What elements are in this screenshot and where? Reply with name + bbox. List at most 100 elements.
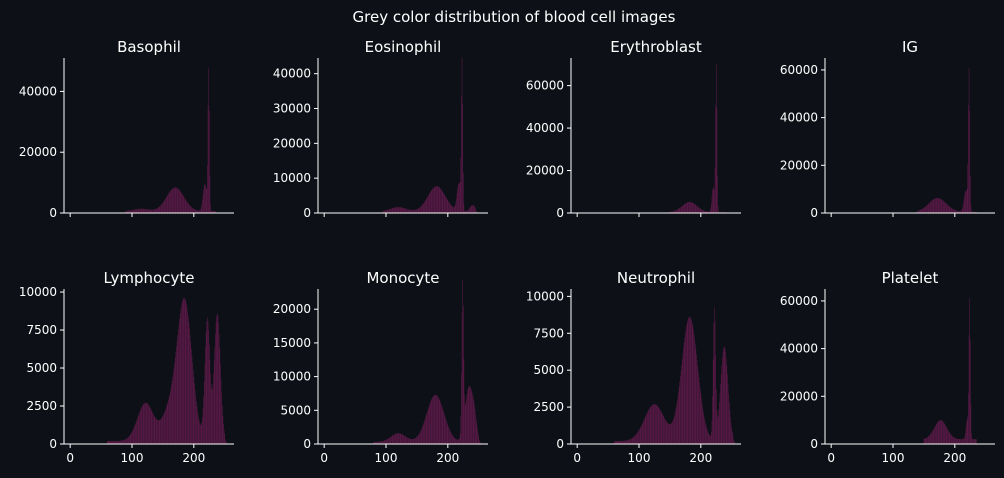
x-tick-label: 200 bbox=[943, 451, 966, 465]
bar bbox=[466, 210, 467, 213]
bar bbox=[691, 320, 692, 444]
bar bbox=[152, 209, 153, 213]
bar bbox=[670, 423, 671, 444]
bar bbox=[405, 436, 407, 444]
bar bbox=[437, 186, 439, 213]
bar bbox=[213, 360, 215, 444]
bar bbox=[440, 188, 441, 213]
bar bbox=[165, 197, 167, 213]
bar bbox=[669, 424, 670, 444]
bar bbox=[701, 209, 703, 213]
bar bbox=[471, 391, 473, 444]
bar bbox=[108, 440, 109, 444]
bar bbox=[676, 404, 677, 444]
bar bbox=[459, 433, 461, 444]
bar bbox=[665, 421, 667, 444]
bar bbox=[618, 441, 619, 444]
bar bbox=[401, 207, 403, 213]
bar bbox=[385, 210, 386, 213]
bar bbox=[207, 320, 209, 444]
bar bbox=[201, 422, 203, 444]
bar bbox=[435, 186, 437, 213]
bar bbox=[388, 209, 390, 213]
bar bbox=[690, 318, 692, 444]
bar bbox=[157, 208, 158, 213]
bar bbox=[919, 210, 920, 213]
bar bbox=[398, 207, 400, 213]
bar bbox=[118, 440, 120, 444]
bar bbox=[699, 207, 700, 213]
bar bbox=[205, 188, 207, 213]
bar bbox=[144, 208, 146, 213]
bar bbox=[727, 374, 728, 444]
bar bbox=[176, 187, 177, 213]
bar bbox=[949, 433, 951, 444]
bar bbox=[694, 343, 696, 444]
bar bbox=[184, 299, 186, 444]
bar bbox=[701, 398, 702, 444]
bar bbox=[950, 434, 952, 444]
bar bbox=[932, 429, 934, 444]
bar bbox=[170, 190, 172, 213]
bar bbox=[933, 199, 935, 213]
bar bbox=[391, 435, 393, 444]
bar bbox=[378, 441, 379, 444]
bar bbox=[471, 205, 473, 213]
bar bbox=[438, 397, 439, 444]
x-tick-label: 0 bbox=[827, 451, 835, 465]
bar bbox=[420, 429, 422, 444]
bar bbox=[422, 203, 424, 213]
bar bbox=[211, 389, 213, 444]
bar bbox=[940, 198, 941, 213]
bar bbox=[926, 437, 928, 444]
bar bbox=[155, 208, 157, 213]
bar bbox=[698, 371, 699, 444]
bar bbox=[137, 208, 139, 213]
bar bbox=[188, 204, 190, 213]
bar bbox=[661, 412, 663, 444]
bar bbox=[673, 416, 675, 444]
bar bbox=[714, 167, 716, 213]
bar bbox=[175, 352, 177, 444]
bar bbox=[404, 436, 406, 444]
bar bbox=[150, 209, 152, 213]
bar bbox=[115, 440, 116, 444]
bar bbox=[925, 206, 927, 213]
bar bbox=[170, 391, 171, 444]
bar bbox=[399, 433, 401, 444]
bar bbox=[150, 409, 152, 444]
bar bbox=[438, 186, 439, 213]
bar bbox=[944, 423, 945, 444]
bar bbox=[955, 438, 956, 444]
bar bbox=[145, 209, 147, 213]
bar bbox=[723, 347, 724, 444]
bar bbox=[186, 307, 188, 444]
bar bbox=[424, 421, 425, 444]
bar bbox=[958, 211, 960, 213]
bar bbox=[172, 376, 174, 444]
bar bbox=[930, 201, 931, 213]
bar bbox=[456, 192, 458, 213]
bar bbox=[963, 439, 964, 444]
bar bbox=[387, 209, 389, 213]
bar bbox=[653, 404, 655, 444]
bar bbox=[421, 428, 423, 444]
bar bbox=[695, 348, 697, 444]
bar bbox=[383, 210, 384, 213]
bar bbox=[474, 404, 475, 444]
bar bbox=[403, 434, 404, 444]
bar bbox=[707, 432, 709, 444]
bar bbox=[715, 64, 717, 213]
bar bbox=[411, 439, 413, 444]
bar bbox=[185, 199, 187, 213]
bar bbox=[936, 423, 938, 444]
bar bbox=[688, 201, 690, 213]
bar bbox=[956, 438, 957, 444]
bar bbox=[440, 403, 442, 444]
bar bbox=[426, 198, 428, 213]
bar bbox=[715, 105, 716, 213]
bar bbox=[690, 202, 692, 213]
bar bbox=[133, 427, 135, 444]
bar bbox=[389, 437, 390, 444]
bar bbox=[636, 433, 637, 444]
